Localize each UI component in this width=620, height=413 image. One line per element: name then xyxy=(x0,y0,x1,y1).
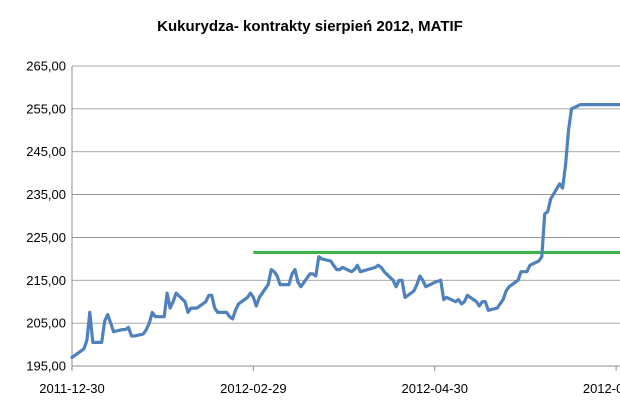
y-tick-label: 215,00 xyxy=(26,273,66,288)
x-tick-labels: 2011-12-30 2012-02-29 2012-04-30 2012-06-30 xyxy=(39,381,620,396)
x-tick-label: 2012-02-29 xyxy=(220,381,287,396)
x-tick-label: 2012-06-30 xyxy=(583,381,620,396)
x-tick-label: 2011-12-30 xyxy=(39,381,105,396)
y-tick-label: 195,00 xyxy=(26,359,66,374)
y-tick-label: 205,00 xyxy=(26,316,66,331)
y-tick-label: 245,00 xyxy=(26,144,66,159)
y-tick-label: 265,00 xyxy=(26,59,66,74)
chart-title: Kukurydza- kontrakty sierpień 2012, MATI… xyxy=(157,18,463,35)
axes xyxy=(71,66,620,371)
series-layer xyxy=(70,102,620,359)
grid-lines xyxy=(72,65,620,324)
x-tick-label: 2012-04-30 xyxy=(401,381,468,396)
y-tick-label: 255,00 xyxy=(26,101,66,116)
price-series-line xyxy=(70,102,620,359)
y-tick-label: 235,00 xyxy=(26,187,66,202)
y-tick-labels: 195,00 205,00 215,00 225,00 235,00 245,00 255,… xyxy=(26,59,66,374)
y-tick-label: 225,00 xyxy=(26,230,66,245)
